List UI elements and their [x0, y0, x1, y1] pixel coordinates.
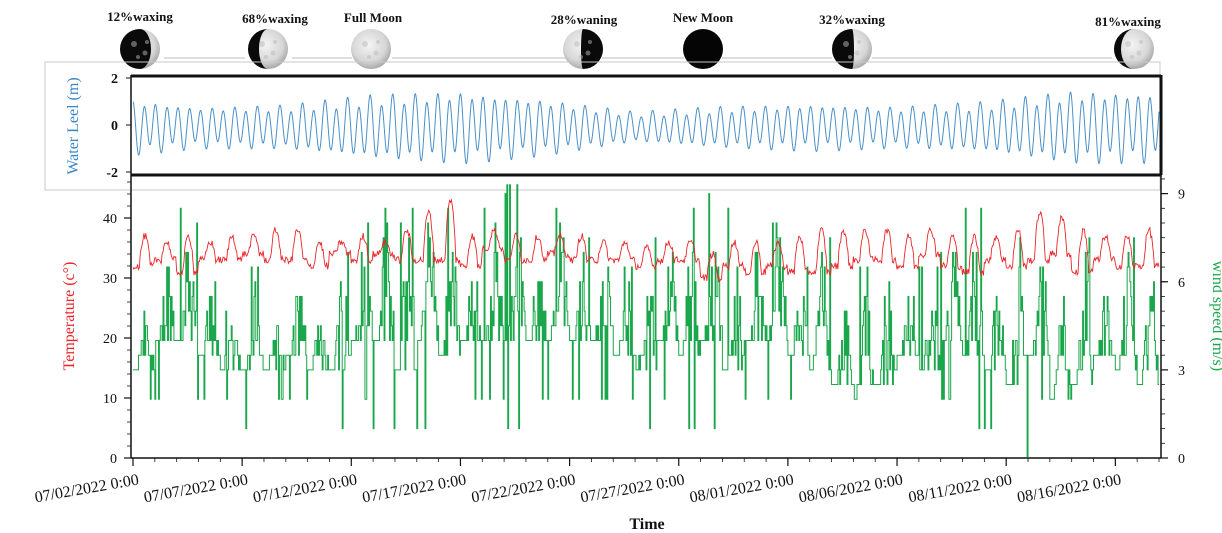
moon-shadow: [120, 29, 151, 69]
moon-disc: [1114, 29, 1154, 69]
moon-phase-waxing-half: [832, 29, 872, 69]
moon-crater: [843, 41, 849, 47]
water-level-tick-label: -2: [106, 166, 118, 181]
moon-phase-label: Full Moon: [344, 10, 403, 25]
temperature-tick-label: 30: [103, 272, 117, 287]
moon-phase-label: 28%waning: [551, 12, 618, 27]
temperature-ticks: 0 10 20 30 40: [103, 181, 131, 467]
moon-shadow: [832, 29, 854, 69]
wind-tick-label: 6: [1178, 276, 1185, 291]
time-xlabel: Time: [629, 516, 664, 533]
temperature-wind-panel: 0 10 20 30 40 0 3 6 9 07/02/2022 0:00 07/07/2022…: [33, 173, 1222, 533]
water-level-ylabel: Water Leel (m): [65, 77, 82, 174]
time-tick-label: 07/27/2022 0:00: [579, 471, 686, 506]
moon-crater: [854, 50, 860, 56]
temperature-tick-label: 40: [103, 212, 117, 227]
moon-crater: [848, 55, 852, 59]
moon-shadow: [581, 29, 603, 69]
temperature-ylabel: Temperature (c°): [61, 262, 78, 371]
moon-phase-waning-half: [563, 29, 603, 69]
water-level-panel: 2 0 -2 Water Leel (m): [44, 61, 1163, 191]
moon-phase-label: 81%waxing: [1095, 14, 1161, 29]
moon-crater: [145, 40, 149, 44]
moon-phase-full: [351, 29, 391, 69]
time-tick-label: 08/16/2022 0:00: [1016, 471, 1123, 506]
time-tick-label: 08/01/2022 0:00: [688, 471, 795, 506]
moon-phase-label: 32%waxing: [819, 12, 885, 27]
moon-phase-waxing-crescent-small: [120, 29, 160, 69]
time-tick-label: 07/07/2022 0:00: [143, 471, 250, 506]
moon-shadow: [1114, 29, 1134, 69]
time-tick-label: 08/11/2022 0:00: [907, 471, 1013, 506]
time-tick-label: 07/17/2022 0:00: [361, 471, 468, 506]
wind-tick-label: 0: [1178, 452, 1185, 467]
moon-crater: [270, 50, 276, 56]
moon-crater: [362, 41, 368, 47]
moon-crater: [1130, 55, 1134, 59]
temperature-tick-label: 20: [103, 332, 117, 347]
temperature-series-line: [133, 198, 1160, 283]
moon-crater: [1136, 50, 1142, 56]
moon-crater: [1125, 41, 1131, 47]
moon-crater: [259, 41, 265, 47]
moon-phase-waxing-gibbous: [248, 29, 288, 69]
moon-crater: [574, 41, 580, 47]
water-level-tick-label: 2: [111, 72, 118, 87]
time-tick-label: 07/12/2022 0:00: [252, 471, 359, 506]
wind-speed-ylabel: wind speed (m/s): [1209, 261, 1222, 371]
moon-phase-waxing-gibbous-large: [1114, 29, 1154, 69]
moon-crater: [142, 50, 148, 56]
moon-phase-new: [683, 29, 723, 69]
moon-phase-label: 12%waxing: [107, 9, 173, 24]
moon-shadow: [248, 29, 268, 69]
moon-crater: [588, 40, 592, 44]
moon-crater: [585, 50, 591, 56]
moon-crater: [376, 40, 380, 44]
time-ticks: 07/02/2022 0:00 07/07/2022 0:00 07/12/2022…: [33, 458, 1160, 506]
temperature-tick-label: 0: [110, 452, 117, 467]
water-level-frame: [44, 61, 1161, 191]
moon-crater: [373, 50, 379, 56]
moon-crater: [367, 55, 371, 59]
moon-crater: [579, 55, 583, 59]
water-level-ticks: 2 0 -2: [106, 72, 131, 181]
moon-disc: [683, 29, 723, 69]
wind-tick-label: 3: [1178, 364, 1185, 379]
water-level-series-line: [133, 91, 1160, 165]
moon-phase-label: New Moon: [673, 10, 734, 25]
wind-speed-series-line: [133, 184, 1159, 457]
time-tick-label: 07/02/2022 0:00: [33, 471, 140, 506]
moon-crater: [264, 55, 268, 59]
wind-speed-ticks: 0 3 6 9: [1161, 178, 1185, 467]
time-tick-label: 07/22/2022 0:00: [470, 471, 577, 506]
moon-crater: [131, 41, 137, 47]
wind-tick-label: 9: [1178, 188, 1185, 203]
water-level-tick-label: 0: [111, 119, 118, 134]
moon-crater: [136, 55, 140, 59]
moon-crater: [1139, 40, 1143, 44]
moon-phase-row: 12%waxing 68%waxing Full Moon 28%waning New …: [107, 9, 1161, 69]
temperature-tick-label: 10: [103, 392, 117, 407]
moon-phase-label: 68%waxing: [242, 11, 308, 26]
moon-crater: [273, 40, 277, 44]
moon-disc: [351, 29, 391, 69]
time-tick-label: 08/06/2022 0:00: [798, 471, 905, 506]
moon-crater: [857, 40, 861, 44]
